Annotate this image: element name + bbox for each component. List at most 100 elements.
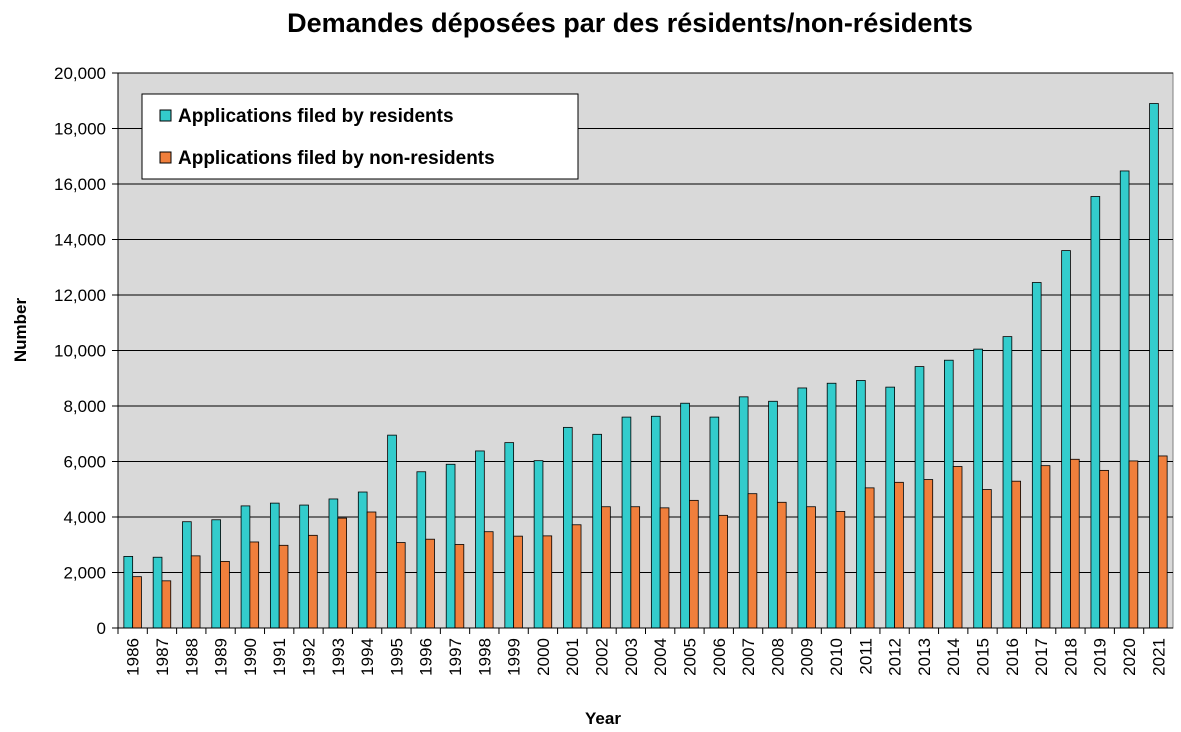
bar: [601, 506, 611, 629]
x-tick-label: 1998: [475, 638, 494, 676]
bar: [982, 489, 992, 629]
x-tick-label: 1991: [270, 638, 289, 676]
bar: [563, 426, 573, 629]
bar: [680, 402, 690, 629]
bar: [738, 396, 749, 629]
bar: [249, 541, 260, 629]
bar: [337, 517, 347, 629]
x-tick-label: 2001: [563, 638, 582, 676]
y-tick-label: 10,000: [54, 342, 106, 361]
x-tick-label: 1989: [212, 638, 231, 676]
bar: [416, 471, 427, 629]
bar: [211, 519, 221, 629]
x-tick-label: 1987: [153, 638, 172, 676]
x-axis-label: Year: [585, 709, 621, 728]
x-tick-label: 2000: [534, 638, 553, 676]
y-tick-label: 18,000: [54, 120, 106, 139]
bar: [182, 521, 192, 629]
y-tick-label: 2,000: [63, 564, 106, 583]
bar: [1149, 103, 1159, 629]
bar: [944, 359, 954, 629]
x-tick-label: 2006: [710, 638, 729, 676]
x-tick-label: 2020: [1120, 638, 1139, 676]
bar: [894, 481, 904, 629]
bar: [366, 511, 377, 629]
x-tick-label: 2011: [856, 638, 875, 675]
bar: [835, 511, 846, 629]
bar: [621, 416, 632, 629]
bar: [885, 386, 895, 629]
legend-label: Applications filed by non-residents: [178, 148, 495, 169]
bar: [1070, 458, 1080, 629]
bar: [776, 501, 787, 629]
bar: [864, 487, 875, 629]
bar: [689, 499, 699, 629]
x-tick-label: 2018: [1061, 638, 1080, 676]
bar: [328, 498, 339, 629]
x-tick-label: 2005: [680, 638, 699, 676]
x-tick-label: 1995: [387, 638, 406, 676]
bar: [220, 561, 230, 629]
bar: [357, 491, 368, 629]
x-tick-label: 2014: [944, 638, 963, 676]
x-tick-label: 2004: [651, 638, 670, 676]
bar: [1090, 196, 1101, 629]
x-tick-label: 2003: [622, 638, 641, 676]
y-tick-label: 8,000: [63, 397, 106, 416]
bar: [806, 506, 816, 629]
y-tick-label: 14,000: [54, 231, 106, 250]
y-tick-label: 20,000: [54, 64, 106, 83]
x-tick-label: 1994: [358, 638, 377, 676]
x-tick-label: 1990: [241, 638, 260, 676]
x-tick-label: 2021: [1149, 638, 1168, 676]
x-tick-label: 1986: [124, 638, 143, 676]
bar: [161, 580, 172, 629]
legend-swatch: [159, 109, 172, 122]
bar: [718, 514, 728, 629]
x-tick-label: 2007: [739, 638, 758, 676]
bar: [1040, 465, 1051, 629]
x-tick-label: 2010: [827, 638, 846, 676]
bar: [152, 556, 163, 629]
bar: [132, 576, 142, 629]
bar: [1099, 469, 1109, 629]
bar: [1157, 455, 1168, 629]
y-tick-label: 0: [97, 619, 106, 638]
bar: [592, 433, 602, 629]
bar: [299, 504, 309, 629]
bar: [278, 544, 289, 629]
bar: [826, 382, 837, 629]
x-tick-label: 1999: [505, 638, 524, 676]
x-tick-label: 2002: [593, 638, 612, 676]
y-tick-label: 16,000: [54, 175, 106, 194]
y-axis-label: Number: [11, 298, 30, 363]
bar: [1002, 336, 1013, 629]
bar: [1011, 480, 1022, 629]
legend-swatch: [159, 151, 172, 164]
bar: [387, 434, 397, 629]
bar: [856, 380, 866, 629]
x-tick-label: 2012: [886, 638, 905, 676]
bar: [240, 505, 251, 629]
bar: [533, 460, 544, 629]
bar: [454, 544, 465, 629]
bar: [952, 466, 963, 629]
x-tick-label: 2015: [974, 638, 993, 676]
bar: [504, 442, 515, 629]
bar: [709, 416, 720, 629]
y-tick-label: 12,000: [54, 286, 106, 305]
x-tick-label: 1993: [329, 638, 348, 676]
bar: [1119, 170, 1130, 629]
bar: [190, 555, 201, 629]
bar: [768, 400, 778, 629]
bar: [1128, 460, 1139, 629]
bar: [308, 534, 318, 629]
x-tick-label: 2019: [1091, 638, 1110, 676]
legend-label: Applications filed by residents: [178, 106, 454, 127]
bar: [747, 493, 758, 629]
bar: [630, 506, 641, 629]
bar: [797, 387, 808, 629]
x-tick-label: 2017: [1032, 638, 1051, 676]
x-tick-label: 2008: [768, 638, 787, 676]
bar: [914, 366, 925, 629]
